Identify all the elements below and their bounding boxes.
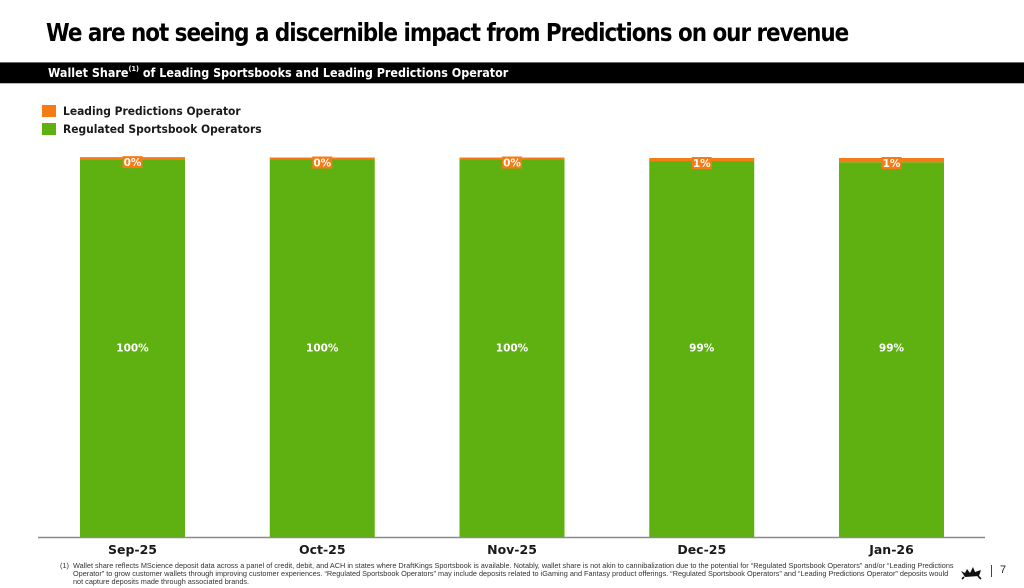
bar-sportsbook-dec-25 [649,161,755,538]
chart-title: Wallet Share(1) of Leading Sportsbooks a… [48,65,509,80]
page-title: We are not seeing a discernible impact f… [46,18,849,47]
footer-divider [991,565,992,577]
data-label-sportsbook: 100% [496,343,529,355]
data-label-box-predictions [502,156,522,169]
bar-sportsbook-sep-25 [80,159,185,537]
legend-swatch-predictions [42,105,56,117]
x-tick-label: Oct-25 [299,542,346,557]
legend-label-sportsbook: Regulated Sportsbook Operators [63,122,262,136]
x-tick-label: Sep-25 [108,542,157,557]
data-label-sportsbook: 99% [879,343,905,355]
footnote-text: Wallet share reflects MScience deposit d… [73,561,954,587]
data-label-predictions: 1% [883,158,901,170]
x-tick-label: Nov-25 [487,542,537,557]
footnote-reference: (1) [128,65,139,73]
data-label-predictions: 0% [313,158,331,170]
legend-item-sportsbook: Regulated Sportsbook Operators [42,120,277,138]
data-label-sportsbook: 100% [116,343,149,355]
data-label-predictions: 1% [693,158,711,170]
legend-swatch-sportsbook [42,123,56,135]
legend-item-predictions: Leading Predictions Operator [42,102,277,120]
data-label-box-predictions [312,156,333,169]
footnote-marker: (1) [60,561,69,570]
data-label-box-predictions [122,156,143,169]
data-label-box-predictions [691,157,712,169]
x-tick-label: Jan-26 [868,542,914,557]
draftkings-crown-icon [961,567,982,580]
data-label-predictions: 0% [124,157,142,169]
data-label-sportsbook: 100% [306,343,339,355]
page-number: 7 [1000,564,1007,576]
chart-title-rest: of Leading Sportsbooks and Leading Predi… [138,66,509,80]
x-tick-label: Dec-25 [677,542,726,557]
data-label-box-predictions [881,157,902,169]
chart-legend: Leading Predictions Operator Regulated S… [42,102,277,138]
legend-label-predictions: Leading Predictions Operator [63,104,241,118]
data-label-predictions: 0% [503,158,521,170]
chart-title-main: Wallet Share [48,66,129,80]
chart-title-band: Wallet Share(1) of Leading Sportsbooks a… [0,62,1024,84]
bar-sportsbook-oct-25 [269,159,375,538]
data-label-sportsbook: 99% [689,343,715,355]
bar-sportsbook-nov-25 [459,159,565,538]
bar-sportsbook-jan-26 [839,162,944,537]
